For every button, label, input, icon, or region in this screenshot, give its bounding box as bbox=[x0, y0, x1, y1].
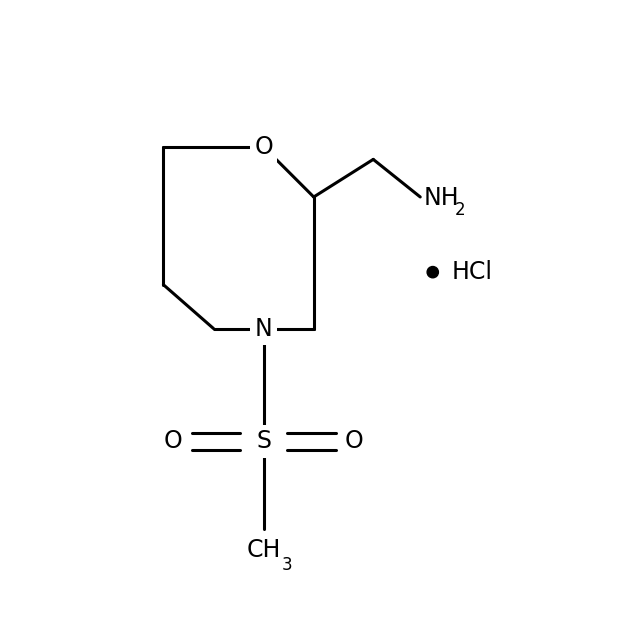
Text: 3: 3 bbox=[282, 556, 292, 574]
Text: 2: 2 bbox=[455, 200, 466, 219]
Text: S: S bbox=[256, 429, 271, 453]
Text: O: O bbox=[254, 135, 273, 159]
Text: N: N bbox=[255, 317, 273, 341]
Circle shape bbox=[427, 267, 438, 278]
Text: HCl: HCl bbox=[452, 260, 493, 284]
Text: CH: CH bbox=[246, 538, 281, 562]
Text: O: O bbox=[163, 429, 182, 453]
Text: NH: NH bbox=[424, 186, 459, 210]
Text: O: O bbox=[345, 429, 364, 453]
